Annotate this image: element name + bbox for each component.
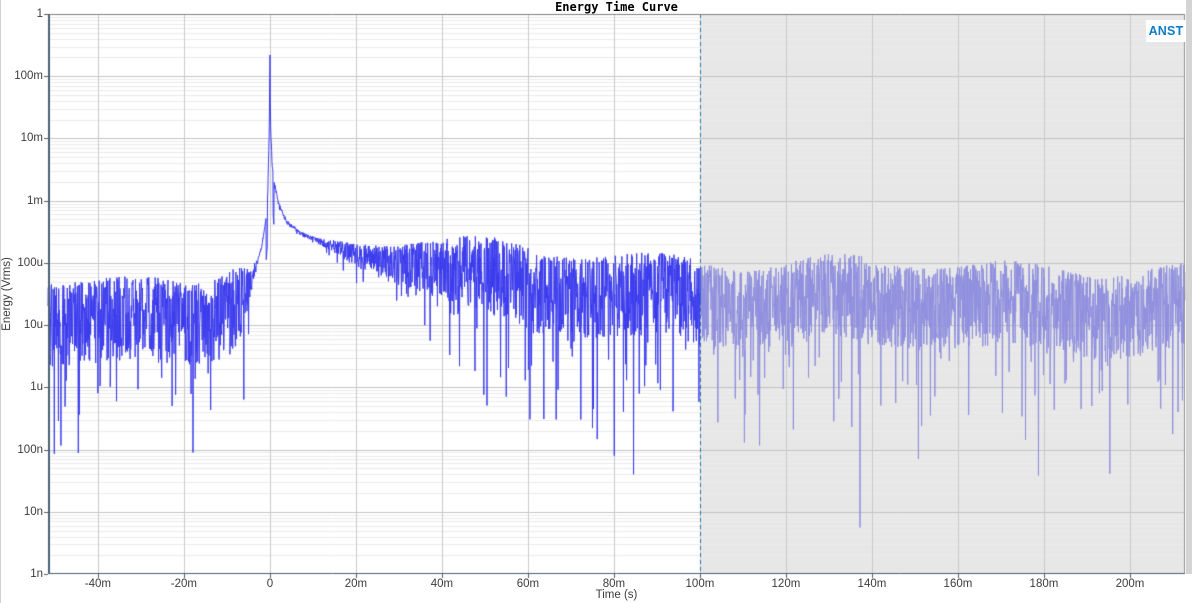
x-tick-label: 140m xyxy=(857,578,887,590)
x-axis-title: Time (s) xyxy=(595,589,638,601)
y-tick-label: 100u xyxy=(17,256,43,269)
x-tick-label: 200m xyxy=(1115,578,1145,590)
y-tick-label: 1 xyxy=(36,8,43,20)
y-tick-label: 1m xyxy=(27,194,43,207)
y-tick-label: 100n xyxy=(17,443,43,456)
anst-logo: ANST xyxy=(1146,20,1186,42)
x-tick-label: 80m xyxy=(602,578,626,590)
x-tick-label: 40m xyxy=(430,578,454,590)
x-tick-label: 60m xyxy=(516,578,540,590)
chart-title: Energy Time Curve xyxy=(555,0,678,14)
window-left-edge xyxy=(0,0,1,603)
y-tick-label: 10u xyxy=(23,319,43,332)
x-tick-label: 0 xyxy=(266,578,274,590)
y-tick-label: 10m xyxy=(20,132,43,145)
y-tick-label: 100m xyxy=(14,70,43,83)
x-tick-label: -40m xyxy=(84,578,111,590)
x-tick-label: 120m xyxy=(771,578,801,590)
x-tick-label: 160m xyxy=(943,578,973,590)
y-tick-label: 1u xyxy=(30,381,43,394)
window-right-edge xyxy=(1186,0,1192,574)
x-tick-label: -20m xyxy=(170,578,197,590)
x-tick-label: 180m xyxy=(1029,578,1059,590)
x-tick-label: 20m xyxy=(344,578,368,590)
y-tick-label: 1n xyxy=(30,568,43,580)
x-tick-label: 100m xyxy=(685,578,715,590)
y-tick-label: 10n xyxy=(23,505,43,518)
